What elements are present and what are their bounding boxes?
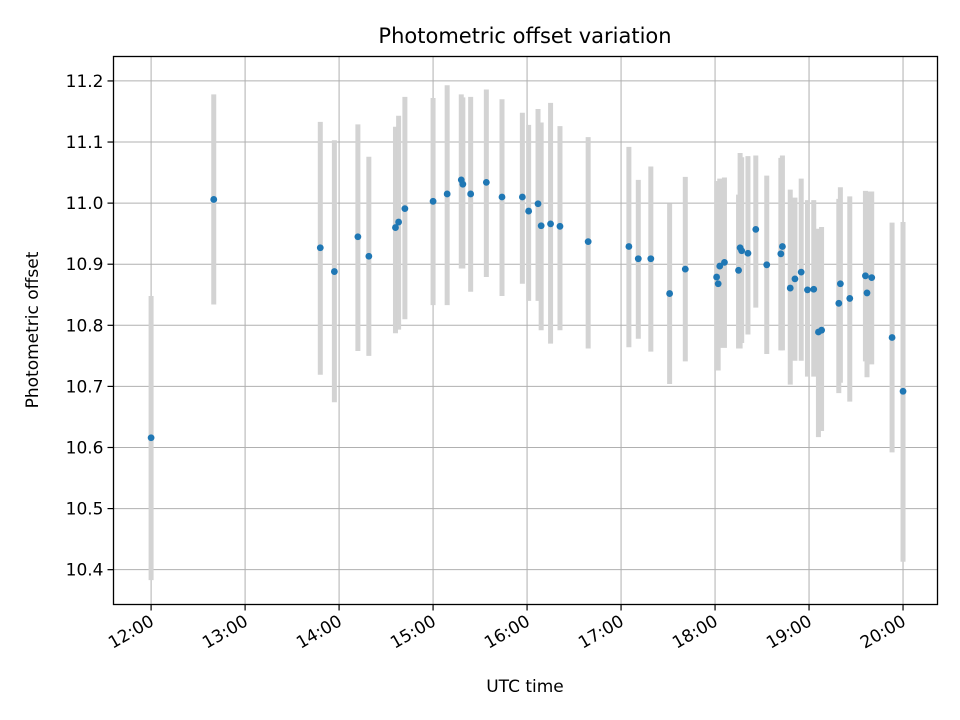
y-tick-label: 10.4 [66, 561, 104, 581]
data-point [467, 190, 475, 198]
data-point [392, 224, 399, 231]
data-point [210, 196, 218, 203]
data-points [147, 176, 907, 442]
data-point [899, 387, 907, 395]
data-point [744, 249, 752, 257]
data-point [721, 258, 728, 266]
data-point [634, 255, 642, 263]
grid-lines [113, 56, 938, 605]
data-point [330, 268, 338, 275]
data-point [863, 289, 871, 297]
y-tick-label: 10.7 [66, 377, 104, 397]
data-point [584, 238, 592, 246]
data-point [525, 207, 533, 215]
y-tick-label: 11.0 [66, 194, 104, 214]
data-point [666, 290, 674, 297]
data-point [365, 252, 373, 260]
data-point [498, 193, 506, 201]
data-point [738, 247, 746, 255]
data-point [354, 233, 362, 241]
data-point [791, 275, 799, 283]
data-point [846, 295, 854, 302]
data-point [647, 255, 655, 263]
data-point [429, 197, 437, 205]
data-point [835, 299, 843, 307]
y-tick-label: 11.1 [66, 133, 104, 153]
y-tick-label: 10.5 [66, 500, 104, 520]
data-point [804, 286, 811, 294]
y-axis: 10.4 10.5 10.6 10.7 10.8 10.9 11.0 11.1 11.2 [66, 72, 114, 581]
data-point [888, 334, 896, 341]
data-point [681, 265, 689, 273]
data-point [395, 218, 403, 226]
data-point [482, 178, 490, 186]
y-tick-label: 10.9 [66, 255, 104, 275]
data-point [625, 243, 633, 250]
data-point [868, 274, 876, 282]
plot-frame [112, 55, 939, 606]
data-point [316, 244, 324, 252]
data-point [786, 284, 794, 292]
data-point [836, 280, 844, 288]
chart-title: Photometric offset variation [378, 24, 671, 48]
data-point [147, 434, 155, 442]
y-tick-label: 11.2 [66, 72, 104, 92]
data-point [443, 190, 451, 198]
data-point [459, 180, 467, 188]
data-point [810, 285, 818, 293]
y-axis-label: Photometric offset [23, 251, 43, 408]
data-point [518, 193, 526, 201]
x-axis-label: UTC time [486, 677, 564, 697]
data-point [752, 225, 760, 233]
data-point [862, 272, 869, 280]
data-point [777, 250, 785, 258]
data-point [714, 280, 722, 288]
data-point [818, 326, 825, 334]
data-point [716, 262, 724, 270]
y-tick-label: 10.8 [66, 316, 104, 336]
data-point [779, 243, 786, 250]
data-point [547, 220, 554, 228]
data-point [401, 205, 409, 213]
data-point [534, 200, 542, 208]
data-point [763, 261, 771, 269]
data-point [797, 268, 805, 276]
data-point [537, 222, 545, 230]
y-tick-label: 10.6 [66, 438, 104, 458]
data-point [735, 266, 742, 274]
data-point [556, 222, 564, 230]
data-point [713, 273, 721, 281]
